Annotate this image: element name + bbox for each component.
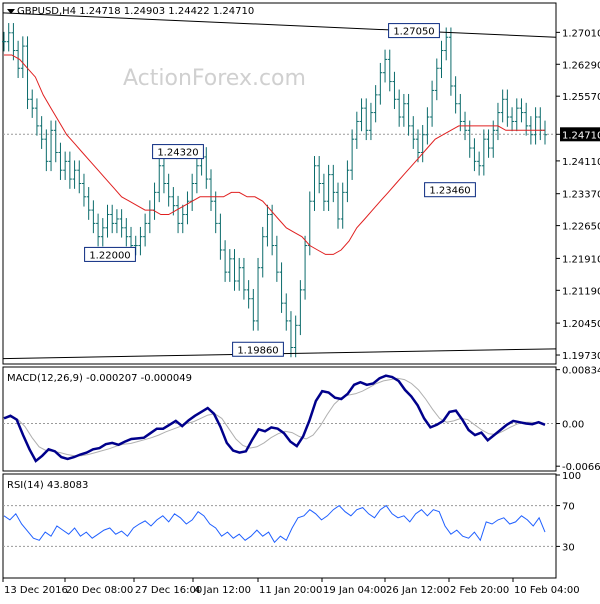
rsi-axis-label: 100 (562, 471, 581, 482)
price-axis-label: 1.27010 (562, 28, 600, 39)
price-annotation-box (152, 144, 204, 160)
price-annotation-label: 1.27050 (393, 27, 434, 38)
macd-layer (3, 374, 556, 463)
price-axis-label: 1.26290 (562, 60, 600, 71)
macd-signal-line (4, 377, 546, 457)
chart-title: GBPUSD,H4 1.24718 1.24903 1.24422 1.2471… (17, 6, 254, 17)
price-axis-label: 1.20450 (562, 319, 600, 330)
price-axis-label: 1.21190 (562, 286, 600, 297)
price-axis-label: 1.24110 (562, 157, 600, 168)
time-axis-label: 4 Jan 12:00 (194, 585, 251, 596)
price-annotation-label: 1.22000 (89, 250, 130, 261)
price-annotation-box (388, 23, 440, 39)
current-price-badge (560, 127, 600, 142)
price-axis-label: 1.21910 (562, 254, 600, 265)
rsi-panel-frame (2, 473, 557, 579)
price-annotation-box (232, 341, 284, 357)
time-axis-label: 27 Dec 16:00 (135, 585, 202, 596)
time-axis-label: 26 Jan 12:00 (386, 585, 449, 596)
rsi-layer (3, 504, 556, 547)
axis-layer: 1.27010 1.26290 1.25570 1.24710 1.24110 1.233… (2, 28, 600, 596)
current-price-label: 1.24710 (562, 130, 600, 141)
price-annotation-label: 1.19860 (237, 345, 278, 356)
rsi-line (3, 504, 546, 544)
time-axis-label: 19 Jan 04:00 (323, 585, 386, 596)
price-axis-label: 1.23370 (562, 190, 600, 201)
rsi-title: RSI(14) 43.8083 (7, 480, 88, 491)
price-layer: 1.24320 1.22000 1.19860 1.27050 1.23460 (2, 12, 557, 360)
time-axis-label: 13 Dec 2016 (4, 585, 68, 596)
price-axis-label: 1.19730 (562, 351, 600, 362)
price-annotation-label: 1.23460 (429, 186, 470, 197)
price-annotation-label: 1.24320 (157, 148, 198, 159)
rsi-axis-label: 30 (562, 542, 575, 553)
triangle-down-icon[interactable] (7, 9, 15, 14)
time-axis-label: 20 Dec 08:00 (66, 585, 133, 596)
macd-axis-label: 0.00 (562, 420, 584, 431)
price-annotation-box (84, 246, 136, 262)
macd-axis-label: 0.008341 (562, 366, 600, 377)
macd-title: MACD(12,26,9) -0.000207 -0.000049 (7, 373, 192, 384)
upper-trendline (2, 12, 557, 38)
price-annotation-box (424, 182, 476, 198)
time-axis-label: 11 Jan 20:00 (259, 585, 322, 596)
price-axis-label: 1.25570 (562, 92, 600, 103)
watermark: ActionForex.com (123, 66, 306, 91)
macd-line (3, 374, 546, 463)
moving-average-line (4, 54, 545, 255)
time-axis-label: 2 Feb 20:00 (450, 585, 509, 596)
price-axis-label: 1.22650 (562, 222, 600, 233)
rsi-axis-label: 70 (562, 502, 575, 513)
time-axis-label: 10 Feb 04:00 (514, 585, 580, 596)
